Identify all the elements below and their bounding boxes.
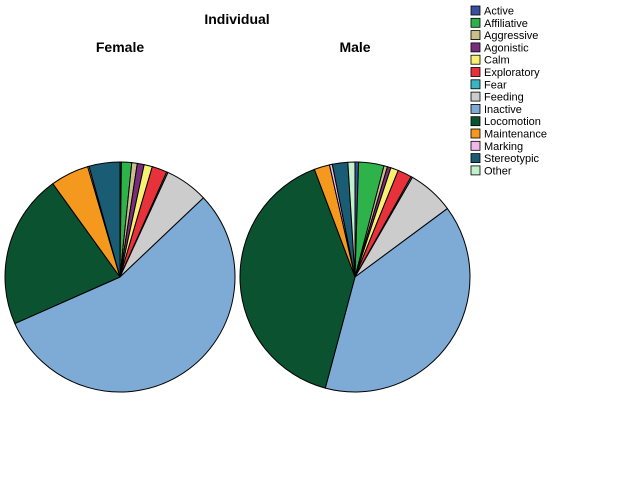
male-slice-other (347, 161, 356, 278)
legend-label-fear: Fear (484, 79, 507, 91)
legend-swatch-locomotion (470, 116, 481, 127)
legend-item-active: Active (470, 5, 514, 18)
legend-label-marking: Marking (484, 141, 523, 153)
legend-label-maintenance: Maintenance (484, 129, 547, 141)
legend-item-fear: Fear (470, 79, 507, 91)
legend-label-affiliative: Affiliative (484, 18, 528, 30)
legend-item-other: Other (470, 165, 512, 177)
female-slice-stereotypic (88, 161, 121, 278)
legend-swatch-maintenance (470, 128, 481, 139)
legend-swatch-exploratory (470, 67, 481, 77)
legend-item-calm: Calm (470, 54, 510, 67)
legend-label-feeding: Feeding (484, 92, 524, 104)
legend-item-feeding: Feeding (470, 91, 524, 104)
legend-item-agonistic: Agonistic (470, 42, 529, 54)
legend-item-locomotion: Locomotion (470, 116, 541, 128)
legend-swatch-fear (470, 79, 481, 90)
legend-label-active: Active (484, 6, 514, 18)
legend-label-stereotypic: Stereotypic (484, 153, 540, 165)
legend-swatch-stereotypic (470, 153, 481, 164)
legend-swatch-other (470, 165, 481, 176)
female-panel-title: Female (96, 39, 144, 55)
male-pie (239, 161, 471, 393)
female-slice-inactive (14, 197, 236, 393)
male-slice-inactive (324, 208, 471, 393)
legend-label-aggressive: Aggressive (484, 30, 538, 42)
legend-item-marking: Marking (470, 140, 523, 153)
legend-item-maintenance: Maintenance (470, 128, 547, 141)
legend-label-inactive: Inactive (484, 104, 522, 116)
legend-swatch-active (470, 5, 481, 16)
legend-swatch-aggressive (470, 30, 481, 41)
legend-item-exploratory: Exploratory (470, 67, 540, 79)
legend-swatch-calm (470, 54, 481, 65)
legend-swatch-agonistic (470, 42, 481, 53)
legend-label-agonistic: Agonistic (484, 42, 529, 54)
legend-swatch-inactive (470, 104, 481, 114)
legend-item-affiliative: Affiliative (470, 17, 528, 30)
male-slice-locomotion (239, 168, 356, 389)
legend-label-calm: Calm (484, 55, 510, 67)
legend-label-other: Other (484, 165, 512, 177)
female-pie (4, 161, 236, 393)
chart-title: Individual (204, 11, 269, 27)
legend-swatch-marking (470, 140, 481, 151)
legend-label-exploratory: Exploratory (484, 67, 540, 79)
legend-item-inactive: Inactive (470, 104, 522, 116)
legend-item-aggressive: Aggressive (470, 30, 538, 42)
legend-swatch-feeding (470, 91, 481, 102)
male-panel-title: Male (339, 39, 370, 55)
legend-label-locomotion: Locomotion (484, 116, 541, 128)
female-slice-locomotion (4, 183, 121, 325)
legend: ActiveAffiliativeAggressiveAgonisticCalm… (470, 5, 547, 177)
legend-item-stereotypic: Stereotypic (470, 153, 540, 165)
legend-swatch-affiliative (470, 17, 481, 28)
